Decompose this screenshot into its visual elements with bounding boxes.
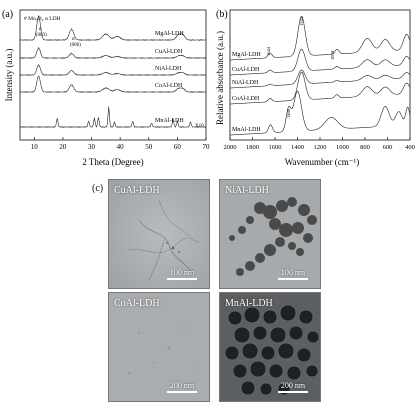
ftir-series-label: CoAl-LDH [232, 96, 260, 102]
ftir-x-axis-label: Wavenumber (cm⁻¹) [285, 157, 359, 167]
ftir-tick-label: 400 [405, 144, 415, 151]
scale-line-coal [167, 391, 197, 393]
ftir-ann-1344: 1344 [299, 16, 304, 26]
xrd-series-label: CoAl-LDH [155, 83, 183, 89]
tem-mnal-texture [220, 293, 320, 401]
xrd-series-label: MgAl-LDH [155, 31, 184, 37]
ftir-tick-label: 1000 [336, 144, 349, 151]
ftir-ann-1050: 1050 [330, 50, 335, 60]
xrd-curves [19, 14, 207, 128]
ftir-series-label: NiAl-LDH [232, 80, 259, 86]
ftir-series-label: CuAl-LDH [232, 67, 260, 73]
ftir-series-line [229, 71, 411, 105]
tem-label-coal: CoAl-LDH [114, 298, 160, 309]
ftir-tick-label: 800 [360, 144, 370, 151]
xrd-peak-006-alpha: α [72, 37, 75, 42]
scale-bar-nial: 100 nm [278, 268, 308, 280]
scale-line-mnal [278, 391, 308, 393]
ftir-series-label: MnAl-LDH [232, 127, 261, 133]
xrd-x10: X10 [195, 124, 204, 129]
tem-image-cual: CuAl-LDH 100 nm [108, 179, 210, 289]
tem-label-mnal: MnAl-LDH [225, 298, 273, 309]
ftir-tick-label: 1800 [246, 144, 259, 151]
ftir-ann-1480: 1480 [286, 108, 291, 118]
scale-text-cual: 100 nm [169, 268, 195, 277]
xrd-tick-label: 70 [203, 143, 211, 151]
ftir-tick-label: 1600 [269, 144, 282, 151]
xrd-chart: (a) # Mn₃O₄ α LDH MgAl-LDH CuAl-LDH NiAl-L… [2, 9, 210, 167]
xrd-tick-label: 60 [174, 143, 182, 151]
scale-line-cual [167, 278, 197, 280]
xrd-x-ticks: 10 20 30 40 50 60 70 [31, 137, 210, 151]
ftir-tick-label: 600 [383, 144, 393, 151]
xrd-tick-label: 50 [145, 143, 153, 151]
ftir-tick-label: 2000 [224, 144, 237, 151]
tem-label-nial: NiAl-LDH [225, 185, 269, 196]
xrd-series-line [19, 106, 207, 128]
ftir-plot-frame [229, 9, 411, 141]
ftir-x-ticks: 2000 1800 1600 1400 1200 1000 800 600 400 [224, 137, 415, 151]
xrd-y-axis-label: Intensity (a.u.) [4, 49, 14, 102]
xrd-legend: # Mn₃O₄ α LDH [24, 16, 61, 22]
ftir-y-axis-label: Relative absorbance (a.u.) [215, 31, 225, 125]
ftir-chart: (b) MgAl-LDH CuAl-LDH NiAl-LDH CoAl-LDH MnAl… [215, 9, 415, 167]
ftir-series-line [229, 48, 411, 76]
panel-c-label: (c) [92, 183, 104, 194]
scale-text-coal: 200 nm [169, 381, 195, 390]
ftir-tick-label: 1200 [314, 144, 327, 151]
xrd-series-label: MnAl-LDH [155, 118, 184, 124]
ftir-series-labels: MgAl-LDH CuAl-LDH NiAl-LDH CoAl-LDH MnAl-LDH [232, 52, 261, 133]
panel-a-label: (a) [2, 9, 13, 20]
xrd-series-label: NiAl-LDH [155, 66, 182, 72]
ftir-series-line [229, 69, 411, 89]
tem-image-mnal: MnAl-LDH 200 nm [219, 292, 321, 402]
xrd-peak-006: (006) [70, 43, 81, 48]
scale-bar-coal: 200 nm [167, 381, 197, 393]
xrd-series-line [19, 14, 207, 41]
panel-b-label: (b) [216, 9, 228, 20]
xrd-tick-label: 40 [117, 143, 125, 151]
tem-label-cual: CuAl-LDH [114, 185, 160, 196]
ftir-ann-1644: 1644 [266, 46, 271, 56]
xrd-series-line [19, 75, 207, 93]
ftir-tick-label: 1400 [291, 144, 304, 151]
xrd-x-axis-label: 2 Theta (Degree) [82, 157, 143, 167]
scale-text-nial: 100 nm [280, 268, 306, 277]
xrd-series-line [19, 64, 207, 76]
xrd-tick-label: 20 [59, 143, 67, 151]
tem-nial-texture [220, 180, 320, 288]
scale-bar-cual: 100 nm [167, 268, 197, 280]
ftir-curves [229, 15, 411, 136]
ftir-series-line [229, 90, 411, 136]
xrd-peak-003: (003) [36, 33, 47, 38]
tem-image-nial: NiAl-LDH 100 nm [219, 179, 321, 289]
scale-text-mnal: 200 nm [280, 381, 306, 390]
scale-line-nial [278, 278, 308, 280]
xrd-series-label: CuAl-LDH [155, 49, 183, 55]
tem-image-coal: CoAl-LDH 200 nm [108, 292, 210, 402]
tem-cual-texture [109, 180, 209, 288]
xrd-tick-label: 10 [31, 143, 39, 151]
xrd-tick-label: 30 [88, 143, 96, 151]
ftir-series-line [229, 15, 411, 61]
xrd-peak-003-alpha: α [39, 27, 42, 32]
ftir-series-label: MgAl-LDH [232, 52, 261, 58]
xrd-series-line [19, 46, 207, 59]
scale-bar-mnal: 200 nm [278, 381, 308, 393]
tem-coal-texture [109, 293, 209, 401]
xrd-series-labels: MgAl-LDH CuAl-LDH NiAl-LDH CoAl-LDH MnAl-LDH [155, 31, 184, 124]
